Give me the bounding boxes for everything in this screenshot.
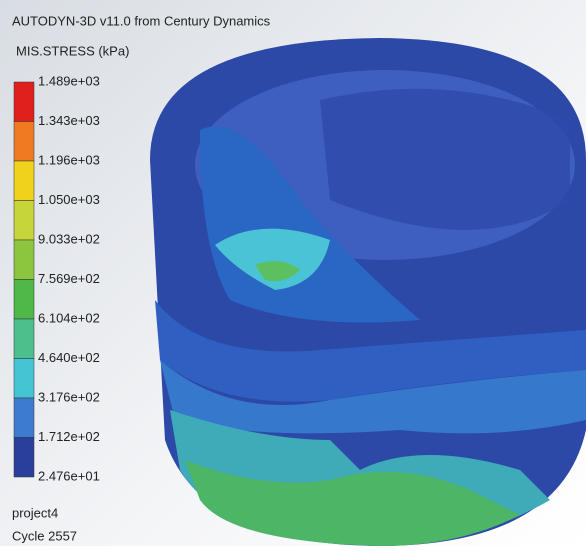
legend-label: 6.104e+02: [38, 310, 100, 325]
inner-back: [320, 89, 570, 230]
model: [150, 38, 586, 546]
legend-label: 3.176e+02: [38, 389, 100, 404]
legend-swatch: [14, 438, 34, 478]
title: AUTODYN-3D v11.0 from Century Dynamics: [12, 13, 271, 28]
legend-swatch: [14, 319, 34, 359]
legend-swatch: [14, 359, 34, 399]
legend-label: 1.343e+03: [38, 113, 100, 128]
screenshot: AUTODYN-3D v11.0 from Century Dynamics M…: [0, 0, 586, 546]
legend-swatch: [14, 398, 34, 438]
legend-swatch: [14, 122, 34, 162]
legend-label: 1.050e+03: [38, 192, 100, 207]
legend-label: 4.640e+02: [38, 350, 100, 365]
legend-swatch: [14, 161, 34, 201]
legend-label: 9.033e+02: [38, 231, 100, 246]
cycle-label: Cycle 2557: [12, 528, 77, 543]
legend-swatch: [14, 82, 34, 122]
legend-swatch: [14, 240, 34, 280]
legend-label: 7.569e+02: [38, 271, 100, 286]
legend-label: 1.489e+03: [38, 73, 100, 88]
legend-label: 2.476e+01: [38, 468, 100, 483]
legend-label: 1.196e+03: [38, 152, 100, 167]
legend-label: 1.712e+02: [38, 429, 100, 444]
project-label: project4: [12, 505, 58, 520]
legend-swatch: [14, 201, 34, 241]
legend-swatch: [14, 280, 34, 320]
variable-label: MIS.STRESS (kPa): [16, 43, 129, 58]
